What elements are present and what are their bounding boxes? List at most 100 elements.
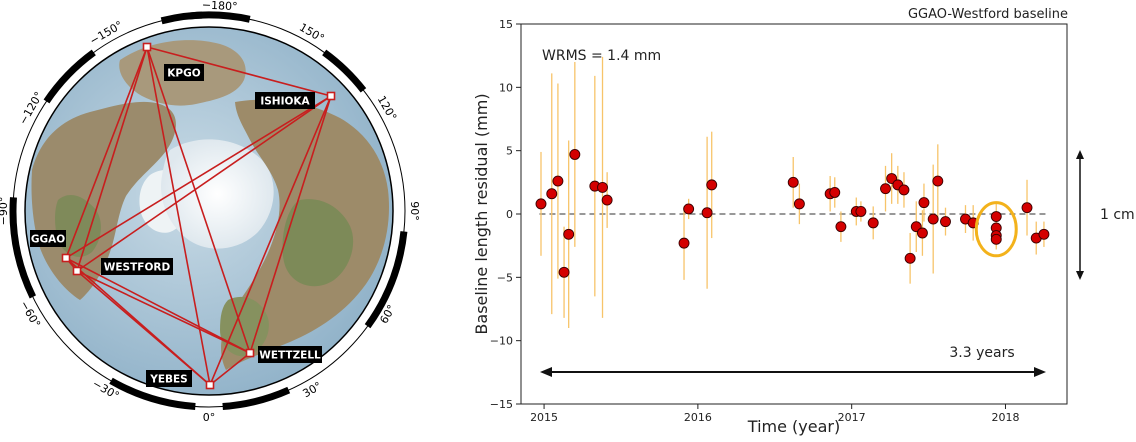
polar-map: −180°−150° 150°−120° 120°−90° 90°−60° 60°−30… [0, 0, 421, 424]
x-tick-label: 2017 [838, 411, 866, 424]
baseline-line [65, 95, 332, 259]
graticule-segment [322, 49, 367, 93]
degree-label: −180° [202, 0, 238, 13]
data-point [918, 197, 930, 209]
station-marker [142, 42, 152, 52]
baseline-line [76, 270, 211, 386]
station-marker [205, 380, 215, 390]
station-label: ISHIOKA [260, 96, 310, 108]
chart-title: GGAO-Westford baseline [908, 7, 1068, 22]
y-tick-label: 15 [499, 18, 513, 31]
baseline-line [65, 46, 148, 259]
data-point [880, 183, 891, 195]
station-markers: KPGO ISHIOKA GGAO WESTFORD WETTZELL YEBES [30, 42, 336, 390]
data-point [940, 216, 951, 228]
station-label-box [255, 92, 315, 109]
baseline-line [65, 257, 251, 354]
data-point [932, 175, 944, 187]
baseline-line [76, 46, 148, 272]
data-point [552, 175, 564, 187]
y-tick-label: −10 [490, 335, 513, 348]
station-label-box [101, 258, 173, 275]
degree-label: −60° [17, 299, 43, 330]
baseline-line [146, 46, 332, 97]
graticule-segment [160, 11, 251, 25]
arctic-ice [161, 139, 274, 249]
data-point [701, 207, 713, 219]
station-label: KPGO [167, 68, 200, 80]
x-tick-label: 2016 [684, 411, 712, 424]
x-axis-label: Time (year) [747, 417, 840, 436]
baseline-network [65, 46, 332, 386]
graticule-segment [188, 11, 203, 20]
scale-arrow [1076, 150, 1084, 280]
data-point [990, 211, 1002, 222]
globe-edge [24, 26, 394, 396]
data-point [601, 194, 613, 206]
data-point [563, 228, 575, 240]
y-tick-label: 5 [506, 145, 513, 158]
data-point [829, 187, 841, 198]
station-label: YEBES [149, 374, 188, 386]
data-point [898, 184, 910, 196]
graticule-segment [222, 386, 291, 411]
data-point [597, 181, 608, 193]
data-point [855, 206, 867, 217]
station-label-box [30, 230, 66, 247]
degree-label: −90° [0, 197, 10, 226]
span-label: 3.3 years [949, 345, 1014, 361]
degree-label: −150° [88, 18, 125, 47]
baseline-line [209, 95, 332, 386]
x-tick-label: 2018 [991, 411, 1019, 424]
station-label-box [258, 346, 322, 363]
graticule-segment [364, 231, 408, 329]
land-green-2 [282, 199, 354, 287]
y-tick-label: 10 [499, 81, 513, 94]
graticule-segments [9, 11, 408, 411]
data-markers [535, 149, 1050, 278]
wrms-annotation: WRMS = 1.4 mm [542, 48, 661, 64]
station-label: WETTZELL [259, 350, 321, 362]
x-tick-label: 2015 [530, 411, 558, 424]
data-point [1038, 228, 1050, 240]
highlight-circle [974, 201, 1018, 258]
data-point [706, 179, 718, 191]
scale-label: 1 cm [1100, 207, 1135, 223]
degree-label: 120° [375, 94, 400, 123]
degree-label: −120° [16, 90, 45, 127]
degree-label: 150° [297, 21, 326, 46]
degree-label: 0° [203, 411, 216, 424]
y-tick-label: 0 [506, 208, 513, 221]
data-point [793, 198, 805, 210]
data-point [558, 266, 570, 278]
data-point [927, 213, 939, 225]
data-point [990, 233, 1002, 245]
station-label: GGAO [31, 234, 65, 246]
station-marker [72, 266, 82, 276]
y-axis-label: Baseline length residual (mm) [472, 93, 491, 334]
baseline-line [146, 46, 251, 354]
baseline-line [76, 95, 332, 272]
baseline-line [209, 352, 251, 386]
data-point [678, 237, 690, 249]
graticule-segment [43, 49, 96, 104]
landmasses [31, 40, 390, 371]
degree-label: 90° [408, 201, 421, 221]
data-point [535, 198, 547, 210]
station-label-box [146, 370, 192, 387]
data-point [904, 252, 916, 264]
station-marker [245, 348, 255, 358]
data-point [787, 176, 799, 188]
y-tick-label: −15 [490, 398, 513, 411]
graticule-segment [109, 377, 196, 411]
residual-chart: GGAO-Westford baseline WRMS = 1.4 mm 3.3… [472, 7, 1135, 436]
baseline-line [249, 95, 332, 354]
span-arrow [540, 367, 1046, 377]
y-tick-label: −5 [497, 271, 513, 284]
data-point [1021, 202, 1033, 214]
data-point [683, 203, 695, 215]
data-point [835, 221, 847, 233]
axis-ticks: −15 −10 −5 0 5 10 15 2015 2016 2017 2018 [490, 18, 1020, 424]
